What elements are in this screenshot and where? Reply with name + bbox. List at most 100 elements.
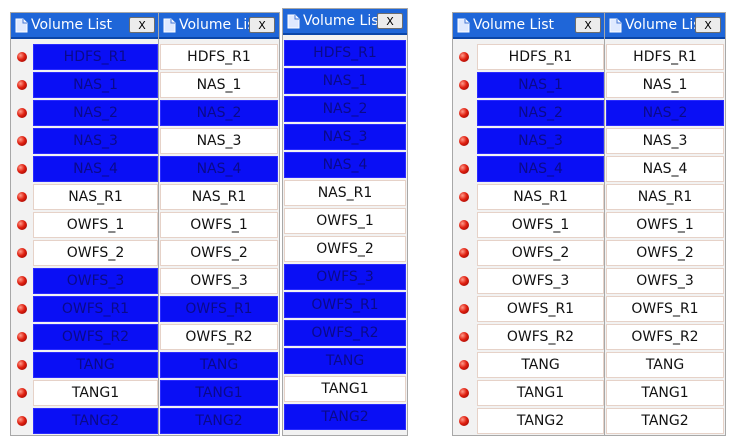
volume-item-label[interactable]: TANG2 <box>33 408 158 434</box>
volume-item-label[interactable]: NAS_R1 <box>606 184 724 210</box>
volume-item-label[interactable]: NAS_2 <box>284 96 406 122</box>
list-item[interactable]: NAS_4 <box>11 155 159 183</box>
list-item[interactable]: OWFS_3 <box>605 267 725 295</box>
close-button[interactable]: X <box>575 17 601 33</box>
list-item[interactable]: TANG <box>453 351 605 379</box>
volume-item-label[interactable]: OWFS_1 <box>606 212 724 238</box>
volume-item-label[interactable]: NAS_4 <box>33 156 158 182</box>
volume-item-label[interactable]: OWFS_1 <box>284 208 406 234</box>
volume-item-label[interactable]: HDFS_R1 <box>33 44 158 70</box>
volume-item-label[interactable]: NAS_1 <box>33 72 158 98</box>
volume-item-label[interactable]: NAS_R1 <box>284 180 406 206</box>
list-item[interactable]: OWFS_2 <box>11 239 159 267</box>
list-item[interactable]: NAS_4 <box>159 155 279 183</box>
list-item[interactable]: NAS_1 <box>159 71 279 99</box>
list-item[interactable]: OWFS_2 <box>283 235 407 263</box>
volume-item-label[interactable]: TANG2 <box>606 408 724 434</box>
list-item[interactable]: OWFS_1 <box>283 207 407 235</box>
list-item[interactable]: OWFS_1 <box>605 211 725 239</box>
volume-item-label[interactable]: NAS_4 <box>477 156 604 182</box>
list-item[interactable]: NAS_1 <box>605 71 725 99</box>
list-item[interactable]: OWFS_2 <box>159 239 279 267</box>
volume-item-label[interactable]: OWFS_R1 <box>606 296 724 322</box>
list-item[interactable]: OWFS_3 <box>159 267 279 295</box>
list-item[interactable]: TANG2 <box>605 407 725 435</box>
list-item[interactable]: TANG <box>159 351 279 379</box>
volume-item-label[interactable]: OWFS_1 <box>160 212 278 238</box>
volume-item-label[interactable]: OWFS_2 <box>477 240 604 266</box>
list-item[interactable]: OWFS_R1 <box>605 295 725 323</box>
volume-item-label[interactable]: NAS_4 <box>284 152 406 178</box>
list-item[interactable]: OWFS_R1 <box>453 295 605 323</box>
volume-item-label[interactable]: TANG <box>477 352 604 378</box>
list-item[interactable]: NAS_2 <box>11 99 159 127</box>
volume-item-label[interactable]: OWFS_1 <box>33 212 158 238</box>
volume-item-label[interactable]: OWFS_R2 <box>606 324 724 350</box>
volume-item-label[interactable]: NAS_2 <box>33 100 158 126</box>
list-item[interactable]: NAS_1 <box>283 67 407 95</box>
volume-item-label[interactable]: NAS_3 <box>284 124 406 150</box>
list-item[interactable]: NAS_2 <box>283 95 407 123</box>
list-item[interactable]: TANG <box>283 347 407 375</box>
list-item[interactable]: HDFS_R1 <box>283 39 407 67</box>
close-button[interactable]: X <box>695 17 721 33</box>
volume-item-label[interactable]: OWFS_R1 <box>33 296 158 322</box>
list-item[interactable]: NAS_4 <box>605 155 725 183</box>
list-item[interactable]: OWFS_R2 <box>283 319 407 347</box>
list-item[interactable]: HDFS_R1 <box>453 43 605 71</box>
list-item[interactable]: TANG2 <box>159 407 279 435</box>
close-button[interactable]: X <box>129 17 155 33</box>
close-button[interactable]: X <box>249 17 275 33</box>
list-item[interactable]: TANG1 <box>159 379 279 407</box>
list-item[interactable]: NAS_3 <box>159 127 279 155</box>
list-item[interactable]: NAS_2 <box>605 99 725 127</box>
volume-item-label[interactable]: OWFS_3 <box>606 268 724 294</box>
volume-item-label[interactable]: OWFS_R2 <box>284 320 406 346</box>
list-item[interactable]: OWFS_1 <box>11 211 159 239</box>
volume-item-label[interactable]: OWFS_R2 <box>477 324 604 350</box>
volume-item-label[interactable]: NAS_2 <box>477 100 604 126</box>
volume-item-label[interactable]: TANG1 <box>284 376 406 402</box>
list-item[interactable]: OWFS_R2 <box>453 323 605 351</box>
list-item[interactable]: OWFS_3 <box>283 263 407 291</box>
volume-item-label[interactable]: NAS_1 <box>284 68 406 94</box>
list-item[interactable]: NAS_3 <box>453 127 605 155</box>
volume-item-label[interactable]: OWFS_2 <box>160 240 278 266</box>
volume-item-label[interactable]: NAS_3 <box>606 128 724 154</box>
volume-item-label[interactable]: TANG <box>284 348 406 374</box>
volume-item-label[interactable]: NAS_R1 <box>160 184 278 210</box>
volume-item-label[interactable]: OWFS_1 <box>477 212 604 238</box>
volume-item-label[interactable]: OWFS_R1 <box>160 296 278 322</box>
volume-item-label[interactable]: OWFS_2 <box>284 236 406 262</box>
volume-item-label[interactable]: HDFS_R1 <box>606 44 724 70</box>
list-item[interactable]: TANG1 <box>605 379 725 407</box>
volume-item-label[interactable]: TANG1 <box>160 380 278 406</box>
list-item[interactable]: NAS_2 <box>453 99 605 127</box>
volume-item-label[interactable]: TANG1 <box>477 380 604 406</box>
list-item[interactable]: TANG1 <box>11 379 159 407</box>
list-item[interactable]: OWFS_R1 <box>283 291 407 319</box>
list-item[interactable]: OWFS_2 <box>605 239 725 267</box>
list-item[interactable]: OWFS_1 <box>159 211 279 239</box>
volume-item-label[interactable]: NAS_2 <box>606 100 724 126</box>
list-item[interactable]: OWFS_R2 <box>605 323 725 351</box>
volume-item-label[interactable]: NAS_2 <box>160 100 278 126</box>
list-item[interactable]: NAS_1 <box>453 71 605 99</box>
list-item[interactable]: TANG1 <box>283 375 407 403</box>
list-item[interactable]: OWFS_2 <box>453 239 605 267</box>
list-item[interactable]: NAS_R1 <box>11 183 159 211</box>
list-item[interactable]: HDFS_R1 <box>159 43 279 71</box>
list-item[interactable]: TANG2 <box>11 407 159 435</box>
list-item[interactable]: OWFS_R1 <box>11 295 159 323</box>
list-item[interactable]: OWFS_1 <box>453 211 605 239</box>
volume-item-label[interactable]: OWFS_2 <box>606 240 724 266</box>
volume-item-label[interactable]: TANG <box>33 352 158 378</box>
volume-item-label[interactable]: OWFS_R2 <box>33 324 158 350</box>
list-item[interactable]: NAS_2 <box>159 99 279 127</box>
list-item[interactable]: NAS_1 <box>11 71 159 99</box>
volume-item-label[interactable]: OWFS_R1 <box>477 296 604 322</box>
volume-item-label[interactable]: OWFS_3 <box>160 268 278 294</box>
volume-item-label[interactable]: TANG <box>160 352 278 378</box>
